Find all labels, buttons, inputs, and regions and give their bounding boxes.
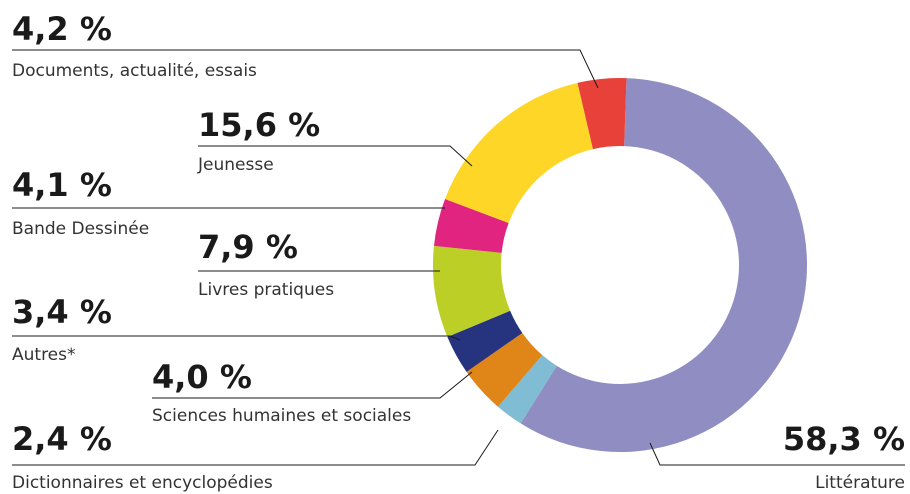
value-label: 15,6 % [198,106,320,144]
category-label: Jeunesse [197,155,274,175]
leader-line [152,371,473,399]
donut-slice [445,82,593,224]
value-label: 7,9 % [198,228,298,266]
value-label: 4,2 % [12,10,112,48]
category-label: Dictionnaires et encyclopédies [12,473,273,493]
leader-line [12,49,599,89]
leader-line [12,335,461,341]
value-label: 2,4 % [12,420,112,458]
category-label: Autres* [12,345,76,365]
category-label: Livres pratiques [198,280,334,300]
value-label: 4,0 % [152,358,252,396]
value-label: 4,1 % [12,166,112,204]
donut-slice [520,78,808,452]
category-label: Bande Dessinée [12,219,149,239]
donut-slice [433,199,509,253]
donut-slice [497,355,557,424]
category-label: Littérature [815,473,905,493]
value-label: 58,3 % [783,420,905,458]
category-label: Documents, actualité, essais [12,61,257,81]
leader-line [198,145,473,167]
value-label: 3,4 % [12,293,112,331]
donut-slice [466,332,543,407]
donut-slice [577,78,627,150]
leader-line [12,429,499,466]
donut-slice [447,310,523,372]
donut-slice [433,245,511,337]
leader-line [649,442,905,466]
category-label: Sciences humaines et sociales [152,406,411,426]
